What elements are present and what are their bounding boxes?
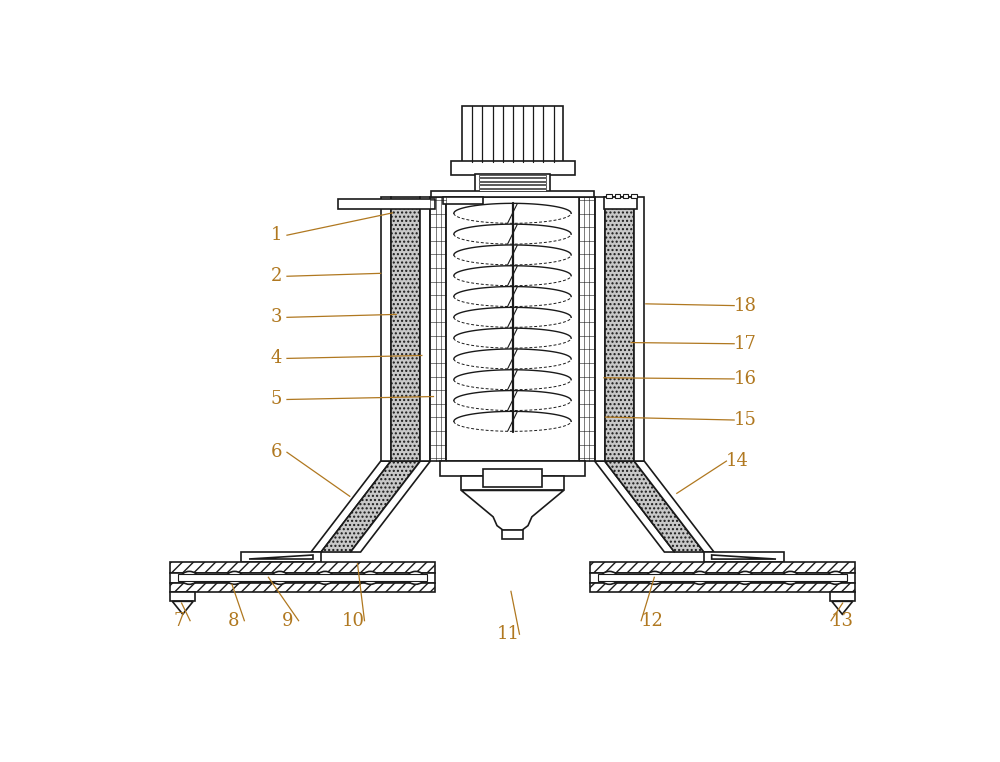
Text: 5: 5: [270, 390, 282, 408]
Circle shape: [601, 572, 618, 584]
Bar: [170, 583, 435, 592]
Bar: [450, 162, 574, 174]
Text: 13: 13: [830, 612, 853, 629]
Text: 1: 1: [270, 226, 282, 244]
Circle shape: [782, 572, 799, 584]
Polygon shape: [595, 461, 674, 552]
Bar: [606, 194, 612, 197]
Polygon shape: [241, 552, 321, 562]
Polygon shape: [634, 461, 714, 552]
Bar: [446, 197, 579, 461]
Text: 9: 9: [282, 612, 294, 629]
Bar: [605, 197, 634, 461]
Text: 7: 7: [174, 612, 185, 629]
Circle shape: [317, 572, 334, 584]
Circle shape: [362, 572, 379, 584]
Bar: [479, 189, 546, 191]
Bar: [590, 572, 855, 583]
Bar: [623, 194, 628, 197]
Circle shape: [407, 572, 424, 584]
Bar: [479, 178, 546, 181]
Bar: [595, 197, 605, 461]
Bar: [479, 174, 546, 177]
Bar: [462, 106, 563, 162]
Bar: [431, 191, 594, 197]
Circle shape: [827, 572, 844, 584]
Polygon shape: [832, 601, 853, 614]
Polygon shape: [321, 461, 420, 552]
Bar: [475, 174, 550, 192]
Bar: [178, 575, 427, 581]
Text: 12: 12: [641, 612, 663, 629]
Bar: [430, 197, 446, 461]
Text: 10: 10: [342, 612, 365, 629]
Bar: [381, 197, 391, 461]
Polygon shape: [461, 491, 564, 530]
Bar: [440, 461, 585, 475]
Bar: [604, 197, 637, 209]
Circle shape: [646, 572, 663, 584]
Bar: [598, 575, 847, 581]
Bar: [170, 592, 195, 601]
Bar: [170, 572, 435, 583]
Polygon shape: [605, 461, 704, 552]
Bar: [590, 562, 855, 572]
Bar: [830, 592, 855, 601]
Bar: [502, 530, 523, 539]
Text: 2: 2: [270, 267, 282, 285]
Bar: [590, 583, 855, 592]
Polygon shape: [704, 552, 784, 562]
Bar: [615, 194, 620, 197]
Text: 16: 16: [734, 370, 757, 388]
Text: 15: 15: [734, 411, 756, 429]
Text: 17: 17: [734, 335, 756, 353]
Bar: [420, 197, 430, 461]
Text: 14: 14: [726, 452, 749, 470]
Text: 8: 8: [228, 612, 239, 629]
Text: 11: 11: [497, 625, 520, 643]
Bar: [170, 562, 435, 572]
Circle shape: [691, 572, 708, 584]
Text: 4: 4: [270, 350, 282, 367]
Bar: [579, 197, 595, 461]
Circle shape: [226, 572, 243, 584]
Polygon shape: [351, 461, 430, 552]
Bar: [483, 469, 542, 488]
Circle shape: [271, 572, 288, 584]
Text: 3: 3: [270, 309, 282, 326]
Bar: [338, 199, 435, 209]
Bar: [479, 185, 546, 187]
Text: 6: 6: [270, 443, 282, 461]
Bar: [479, 182, 546, 184]
Polygon shape: [172, 601, 193, 614]
Polygon shape: [249, 555, 313, 559]
Polygon shape: [311, 461, 391, 552]
Text: 18: 18: [734, 296, 757, 315]
Polygon shape: [712, 555, 776, 559]
Bar: [631, 194, 637, 197]
Circle shape: [181, 572, 198, 584]
Circle shape: [737, 572, 754, 584]
Bar: [391, 197, 420, 461]
Bar: [443, 197, 483, 204]
Bar: [634, 197, 644, 461]
Bar: [461, 475, 564, 491]
